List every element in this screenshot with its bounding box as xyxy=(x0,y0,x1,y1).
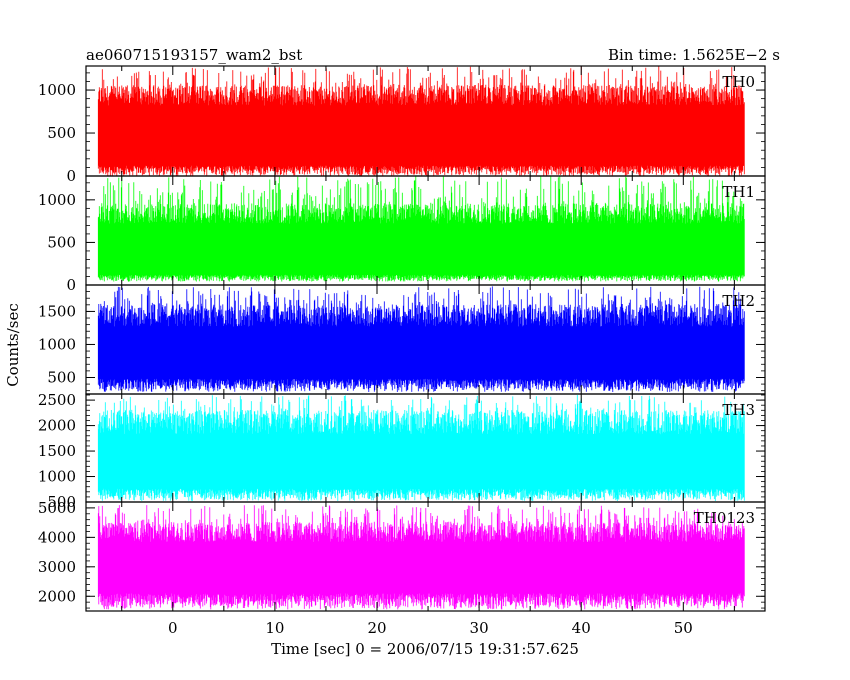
x-axis-label: Time [sec] 0 = 2006/07/15 19:31:57.625 xyxy=(271,640,579,658)
panel-label: TH2 xyxy=(722,292,755,310)
y-tick-label: 2000 xyxy=(38,587,76,605)
y-tick-label: 0 xyxy=(66,167,76,185)
y-tick-label: 500 xyxy=(47,368,76,386)
y-tick-label: 2000 xyxy=(38,417,76,435)
panel-label: TH0 xyxy=(722,73,755,91)
y-tick-label: 1500 xyxy=(38,302,76,320)
y-tick-label: 3000 xyxy=(38,558,76,576)
figure-title: ae060715193157_wam2_bst xyxy=(86,46,302,64)
y-tick-label: 500 xyxy=(47,233,76,251)
y-tick-label: 500 xyxy=(47,493,76,511)
panel-label: TH3 xyxy=(722,401,755,419)
panel-th0123: 2000 3000 4000 5000 TH0123 xyxy=(38,499,766,612)
x-tick-label: 30 xyxy=(470,619,489,637)
series-th2 xyxy=(97,286,745,392)
y-tick-label: 2500 xyxy=(38,391,76,409)
panel-frame xyxy=(85,501,766,612)
y-tick-label: 0 xyxy=(66,276,76,294)
series-th3 xyxy=(97,395,745,501)
y-axis-label: Counts/sec xyxy=(4,303,22,387)
y-tick-label: 5000 xyxy=(38,499,76,517)
x-tick-label: 0 xyxy=(168,619,178,637)
series-th0123 xyxy=(97,505,745,610)
y-tick-label: 1000 xyxy=(38,191,76,209)
y-tick-label: 4000 xyxy=(38,528,76,546)
y-tick-label: 1000 xyxy=(38,335,76,353)
panel-th1: 0 500 1000 TH1 xyxy=(38,175,766,294)
series-th0 xyxy=(97,66,745,176)
x-tick-label: 50 xyxy=(674,619,693,637)
y-tick-label: 1500 xyxy=(38,442,76,460)
x-tick-label: 10 xyxy=(265,619,284,637)
panel-th2: 500 1000 1500 TH2 xyxy=(38,284,766,395)
x-tick-label: 20 xyxy=(367,619,386,637)
y-tick-label: 500 xyxy=(47,124,76,142)
panel-th3: 500 1000 1500 2000 2500 TH3 xyxy=(38,391,766,511)
panel-th0: 0 500 1000 TH0 xyxy=(38,65,766,185)
x-tick-label: 40 xyxy=(572,619,591,637)
bin-time-label: Bin time: 1.5625E−2 s xyxy=(608,46,780,64)
series-th1 xyxy=(97,176,745,282)
y-tick-label: 1000 xyxy=(38,468,76,486)
y-tick-label: 1000 xyxy=(38,81,76,99)
panel-label: TH0123 xyxy=(694,509,755,527)
panel-label: TH1 xyxy=(722,183,755,201)
